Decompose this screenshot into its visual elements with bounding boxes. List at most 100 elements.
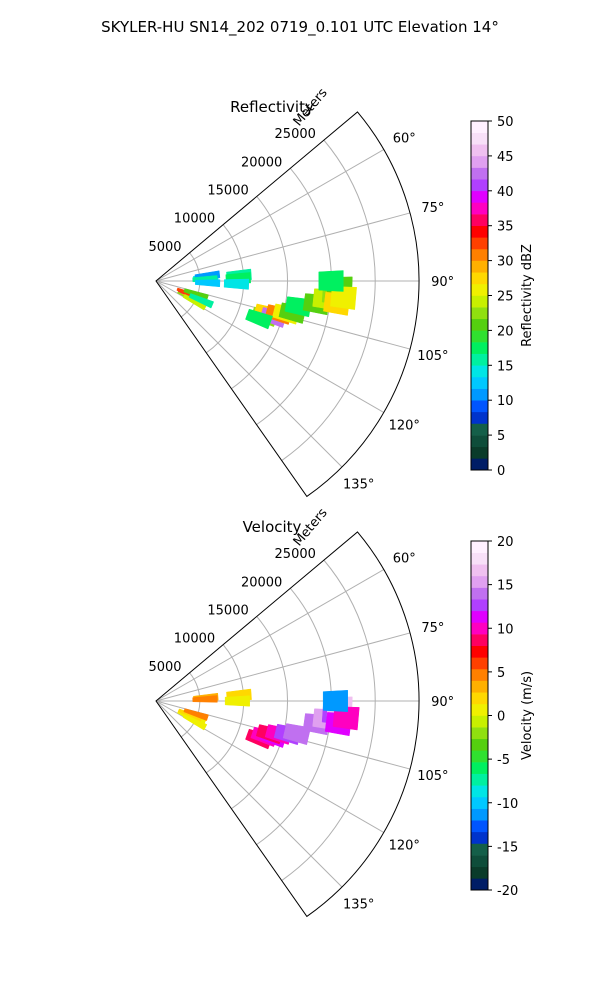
- colorbar-tick-label: 35: [497, 220, 514, 235]
- angle-tick-label: 135°: [343, 478, 374, 493]
- radar-cell: [332, 706, 360, 731]
- colorbar-tick-label: 0: [497, 710, 505, 725]
- range-grid-arc: [180, 672, 201, 738]
- colorbar-segment: [471, 342, 488, 354]
- angle-tick-label: 105°: [417, 769, 448, 784]
- angle-tick-label: 90°: [431, 695, 454, 710]
- velocity-panel: Velocity500010000150002000025000Meters60…: [148, 506, 535, 918]
- colorbar-segment: [471, 423, 488, 436]
- angle-tick-label: 90°: [431, 275, 454, 290]
- colorbar-segment: [471, 634, 488, 646]
- panel-title: Reflectivity: [230, 98, 314, 116]
- radar-cell: [183, 708, 209, 721]
- colorbar-segment: [471, 575, 488, 588]
- colorbar-segment: [471, 703, 488, 716]
- colorbar-segment: [471, 715, 488, 728]
- colorbar-segment: [471, 727, 488, 740]
- colorbar-segment: [471, 237, 488, 250]
- colorbar-segment: [471, 307, 488, 320]
- colorbar-segment: [471, 132, 488, 145]
- radar-cell: [245, 308, 273, 330]
- colorbar-segment: [471, 657, 488, 670]
- range-grid-arc: [205, 224, 245, 354]
- range-tick-label: 10000: [174, 212, 215, 227]
- colorbar-segment: [471, 587, 488, 600]
- colorbar-segment: [471, 214, 488, 226]
- colorbar-segment: [471, 668, 488, 681]
- colorbar-segment: [471, 283, 488, 296]
- colorbar-segment: [471, 353, 488, 366]
- colorbar-tick-label: 45: [497, 150, 514, 165]
- colorbar-tick-label: -15: [497, 840, 518, 855]
- colorbar-segment: [471, 785, 488, 798]
- colorbar-segment: [471, 831, 488, 844]
- angle-tick-label: 60°: [393, 552, 416, 567]
- colorbar-segment: [471, 820, 488, 833]
- angle-tick-label: 135°: [343, 898, 374, 913]
- colorbar-tick-label: 15: [497, 359, 514, 374]
- range-tick-label: 25000: [275, 127, 316, 142]
- colorbar-segment: [471, 202, 488, 215]
- colorbar-label: Velocity (m/s): [520, 671, 535, 760]
- colorbar-segment: [471, 692, 488, 705]
- colorbar-segment: [471, 762, 488, 774]
- colorbar-segment: [471, 866, 488, 879]
- range-tick-label: 5000: [148, 660, 181, 675]
- colorbar-segment: [471, 773, 488, 786]
- range-grid-arc: [205, 644, 245, 774]
- range-grid-arc: [281, 559, 376, 881]
- range-tick-label: 15000: [207, 183, 248, 198]
- angle-grid-line: [155, 280, 343, 468]
- radar-cell: [322, 690, 348, 712]
- angle-grid-line: [155, 569, 385, 702]
- colorbar-segment: [471, 564, 488, 577]
- colorbar-tick-label: -10: [497, 797, 518, 812]
- colorbar-segment: [471, 855, 488, 868]
- panel-title: Velocity: [243, 518, 302, 536]
- colorbar-segment: [471, 878, 488, 891]
- colorbar-tick-label: 10: [497, 622, 514, 637]
- range-tick-label: 20000: [241, 575, 282, 590]
- colorbar-segment: [471, 121, 488, 133]
- angle-grid-line: [155, 700, 343, 888]
- colorbar-tick-label: 40: [497, 185, 514, 200]
- colorbar-segment: [471, 376, 488, 389]
- colorbar-segment: [471, 541, 488, 553]
- angle-grid-line: [155, 212, 411, 282]
- colorbar-tick-label: 25: [497, 290, 514, 305]
- colorbar-segment: [471, 796, 488, 809]
- colorbar-segment: [471, 144, 488, 157]
- range-tick-label: 15000: [207, 603, 248, 618]
- colorbar-tick-label: 15: [497, 579, 514, 594]
- colorbar-segment: [471, 411, 488, 424]
- radar-cell: [182, 713, 208, 731]
- colorbar-segment: [471, 318, 488, 331]
- colorbar-segment: [471, 750, 488, 763]
- colorbar-segment: [471, 738, 488, 751]
- colorbar-tick-label: -5: [497, 753, 510, 768]
- colorbar-segment: [471, 167, 488, 180]
- radar-cell: [192, 695, 218, 703]
- colorbar-segment: [471, 365, 488, 378]
- radar-cell: [188, 293, 215, 309]
- colorbar-tick-label: 10: [497, 394, 514, 409]
- radar-cell: [224, 695, 250, 707]
- colorbar-segment: [471, 680, 488, 693]
- colorbar-segment: [471, 599, 488, 612]
- colorbar-segment: [471, 260, 488, 273]
- angle-grid-line: [155, 632, 411, 702]
- angle-tick-label: 75°: [421, 201, 444, 216]
- colorbar-segment: [471, 552, 488, 565]
- colorbar-segment: [471, 190, 488, 203]
- colorbar-segment: [471, 435, 488, 448]
- sector-outline: [155, 111, 420, 498]
- radar-cell: [223, 278, 250, 290]
- colorbar-segment: [471, 458, 488, 471]
- colorbar-segment: [471, 388, 488, 401]
- colorbar-segment: [471, 330, 488, 343]
- colorbar-segment: [471, 645, 488, 658]
- colorbar-segment: [471, 400, 488, 413]
- range-tick-label: 25000: [275, 547, 316, 562]
- figure-title: SKYLER-HU SN14_202 0719_0.101 UTC Elevat…: [101, 18, 499, 37]
